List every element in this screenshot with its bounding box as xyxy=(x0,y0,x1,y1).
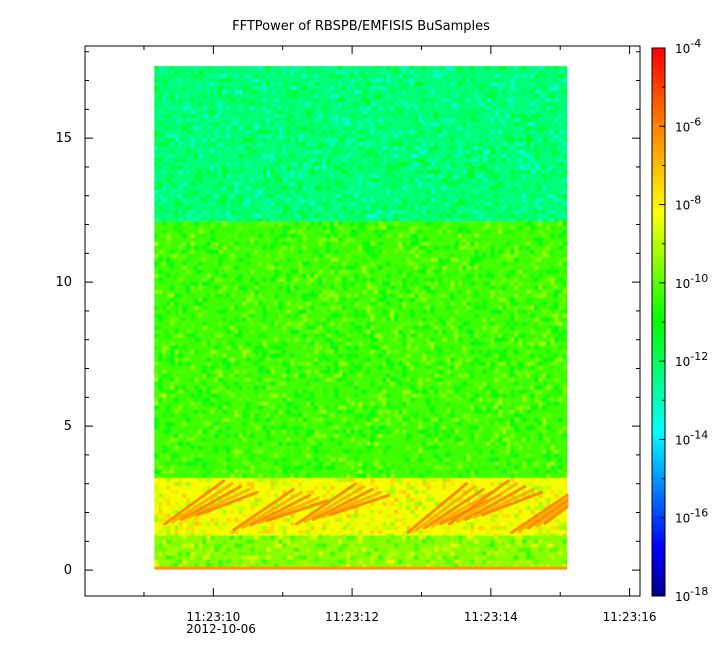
colorbar-tick-label: 10-6 xyxy=(675,115,701,134)
colorbar-tick-label: 10-18 xyxy=(675,585,708,604)
y-tick-label: 5 xyxy=(64,419,72,434)
chart-title: FFTPower of RBSPB/EMFISIS BuSamples xyxy=(232,19,490,34)
y-tick-label: 15 xyxy=(55,131,72,146)
spectrogram-noise xyxy=(154,221,568,478)
chorus-burst xyxy=(510,493,569,535)
x-date-label: 2012-10-06 xyxy=(186,622,256,636)
y-tick-label: 10 xyxy=(55,275,72,290)
y-tick-label: 0 xyxy=(64,563,72,578)
spectrogram-image xyxy=(154,66,569,570)
colorbar-tick-label: 10-16 xyxy=(675,507,708,526)
colorbar-axis: 10-4 10-6 10-8 10-10 10-12 10-14 10-16 10-18 xyxy=(659,37,708,604)
colorbar-tick-label: 10-8 xyxy=(675,194,701,213)
spectrogram-noise xyxy=(154,535,568,568)
y-axis: 0 5 10 15 xyxy=(55,51,640,578)
x-axis: 11:23:10 11:23:12 11:23:14 11:23:16 xyxy=(143,46,657,624)
x-tick-label: 11:23:12 xyxy=(325,610,379,624)
spectrogram-baseline xyxy=(154,566,568,570)
chorus-burst xyxy=(447,479,543,526)
chorus-burst xyxy=(295,482,391,526)
x-tick-label: 11:23:14 xyxy=(464,610,518,624)
chorus-burst xyxy=(163,479,259,526)
x-tick-label: 11:23:10 xyxy=(186,610,240,624)
spectrogram-noise xyxy=(154,66,568,222)
colorbar-tick-label: 10-4 xyxy=(675,37,701,56)
colorbar-tick-label: 10-14 xyxy=(675,428,708,447)
chorus-burst xyxy=(232,487,328,532)
colorbar-tick-label: 10-10 xyxy=(675,272,708,291)
colorbar-tick-label: 10-12 xyxy=(675,350,708,369)
x-tick-label: 11:23:16 xyxy=(603,610,657,624)
